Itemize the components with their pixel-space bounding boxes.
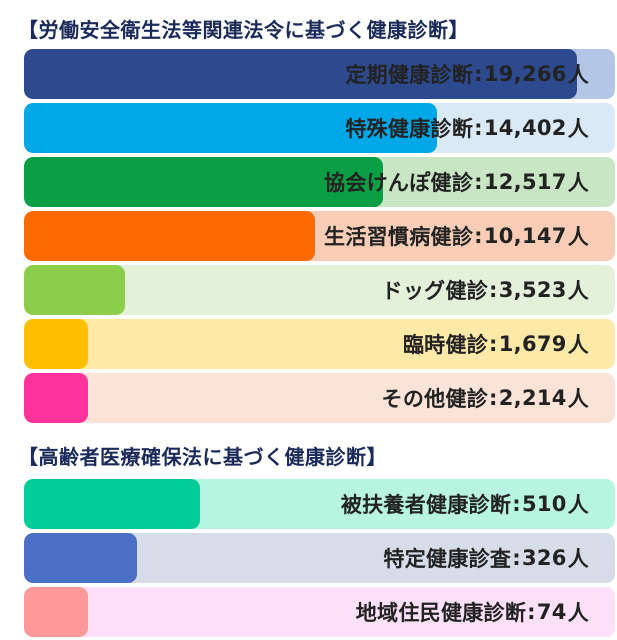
bar-label: 定期健康診断:19,266 人 (345, 49, 589, 99)
category-label: 地域住民健康診断 (355, 601, 527, 625)
bar-label: 被扶養者健康診断:510 人 (341, 479, 589, 529)
separator: : (512, 546, 521, 570)
separator: : (474, 62, 483, 86)
unit-label: 人 (567, 225, 589, 249)
bar-row: 特殊健康診断:14,402 人 (24, 103, 615, 153)
category-label: 被扶養者健康診断 (340, 493, 512, 517)
bar-label: ドッグ健診:3,523 人 (382, 265, 589, 315)
value-label: 19,266 (483, 62, 567, 86)
bar-label: 特殊健康診断:14,402 人 (345, 103, 589, 153)
value-label: 326 (521, 546, 567, 570)
category-label: 協会けんぽ健診 (324, 171, 474, 195)
category-label: 臨時健診 (402, 333, 489, 357)
bar-label: 地域住民健康診断:74 人 (356, 587, 589, 637)
separator: : (489, 386, 498, 410)
bar-label: 協会けんぽ健診:12,517 人 (324, 157, 589, 207)
bar-label: その他健診:2,214 人 (382, 373, 589, 423)
section-title-2: 【高齢者医療確保法に基づく健康診断】 (18, 445, 387, 469)
separator: : (512, 492, 521, 516)
bar (24, 103, 438, 153)
bar (24, 157, 384, 207)
bar-row: 臨時健診:1,679 人 (24, 319, 615, 369)
section-title-1: 【労働安全衛生法等関連法令に基づく健康診断】 (18, 18, 469, 42)
value-label: 3,523 (498, 278, 567, 302)
bar-row: 定期健康診断:19,266 人 (24, 49, 615, 99)
separator: : (527, 600, 536, 624)
category-label: 特定健康診査 (383, 547, 512, 571)
bar (24, 319, 88, 369)
bar (24, 265, 126, 315)
bar (24, 587, 88, 637)
bar (24, 49, 577, 99)
value-label: 12,517 (483, 170, 567, 194)
category-label: ドッグ健診 (381, 279, 489, 303)
bar-row: その他健診:2,214 人 (24, 373, 615, 423)
value-label: 74 (536, 600, 567, 624)
separator: : (474, 116, 483, 140)
bar (24, 373, 88, 423)
bar-row: 生活習慣病健診:10,147 人 (24, 211, 615, 261)
unit-label: 人 (567, 547, 589, 571)
category-label: その他健診 (381, 387, 489, 411)
value-label: 10,147 (483, 224, 567, 248)
unit-label: 人 (567, 601, 589, 625)
unit-label: 人 (567, 279, 589, 303)
bar-row: 特定健康診査:326 人 (24, 533, 615, 583)
bar-row: 地域住民健康診断:74 人 (24, 587, 615, 637)
category-label: 定期健康診断 (345, 63, 474, 87)
bar-label: 臨時健診:1,679 人 (403, 319, 589, 369)
separator: : (489, 278, 498, 302)
unit-label: 人 (567, 493, 589, 517)
value-label: 1,679 (498, 332, 567, 356)
bar (24, 479, 200, 529)
value-label: 510 (521, 492, 567, 516)
unit-label: 人 (567, 171, 589, 195)
bar-row: 協会けんぽ健診:12,517 人 (24, 157, 615, 207)
separator: : (474, 170, 483, 194)
category-label: 生活習慣病健診 (324, 225, 474, 249)
bar-label: 生活習慣病健診:10,147 人 (324, 211, 589, 261)
separator: : (489, 332, 498, 356)
separator: : (474, 224, 483, 248)
value-label: 2,214 (498, 386, 567, 410)
bar-label: 特定健康診査:326 人 (383, 533, 589, 583)
bar (24, 211, 316, 261)
unit-label: 人 (567, 387, 589, 411)
bar-row: 被扶養者健康診断:510 人 (24, 479, 615, 529)
value-label: 14,402 (483, 116, 567, 140)
unit-label: 人 (567, 117, 589, 141)
bar-row: ドッグ健診:3,523 人 (24, 265, 615, 315)
unit-label: 人 (567, 63, 589, 87)
unit-label: 人 (567, 333, 589, 357)
category-label: 特殊健康診断 (345, 117, 474, 141)
bar (24, 533, 137, 583)
